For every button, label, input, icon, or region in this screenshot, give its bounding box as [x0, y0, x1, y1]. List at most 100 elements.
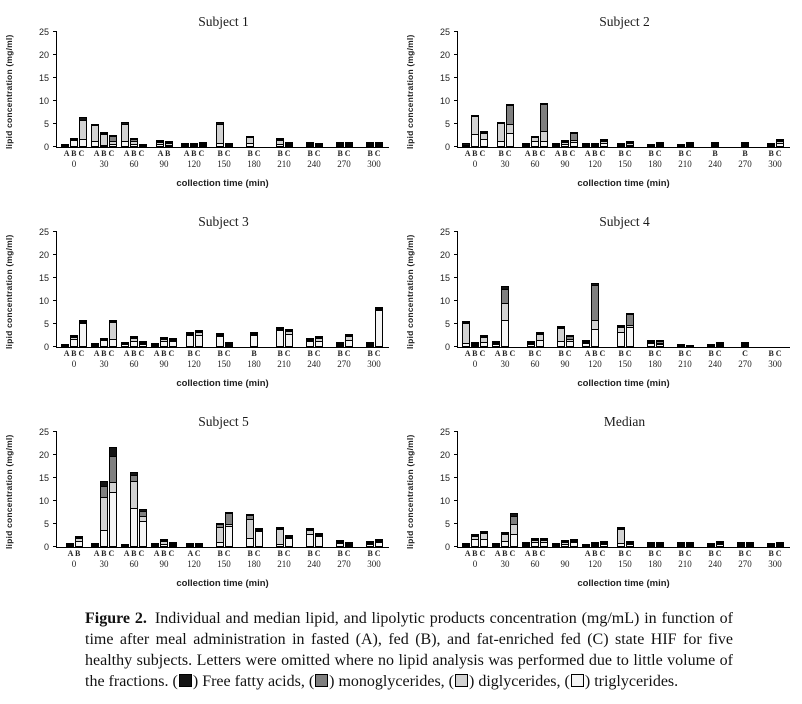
segment-tri — [582, 545, 590, 547]
state-letters: A B C — [183, 149, 205, 158]
segment-mono — [109, 455, 117, 484]
bar-cluster — [670, 142, 700, 147]
y-tick-mark — [454, 323, 458, 324]
segment-tri — [164, 144, 173, 147]
state-letters: A B C — [584, 349, 606, 358]
y-tick-mark — [53, 123, 57, 124]
stacked-bar-B — [531, 135, 539, 147]
chart-panel-subject-3: Subject 3 lipid concentration (mg/ml) 0 5… — [0, 200, 401, 400]
y-axis-label: lipid concentration (mg/ml) — [405, 234, 415, 349]
bar-cluster — [640, 541, 670, 547]
state-letters: B C — [307, 549, 321, 558]
stacked-bar-C — [685, 542, 694, 547]
y-tick-mark — [53, 477, 57, 478]
segment-tri — [775, 143, 784, 147]
stacked-bar-B — [160, 337, 168, 347]
bar-cluster — [460, 115, 490, 147]
segment-tri — [275, 543, 284, 547]
stacked-bar-C — [600, 138, 608, 147]
state-letters: A B C — [464, 549, 486, 558]
bar-cluster — [760, 138, 790, 147]
segment-tri — [160, 341, 168, 347]
chart-panel-subject-5: Subject 5 lipid concentration (mg/ml) 0 5… — [0, 400, 401, 600]
y-axis-label: lipid concentration (mg/ml) — [4, 434, 14, 549]
segment-tri — [766, 545, 775, 547]
segment-di — [121, 123, 129, 142]
stacked-bar-A — [61, 344, 69, 347]
segment-tri — [155, 143, 164, 147]
bar-cluster — [610, 141, 640, 147]
segment-tri — [625, 544, 634, 547]
segment-tri — [480, 342, 488, 347]
state-letters: B C — [247, 549, 261, 558]
time-group-270: B C 270 — [329, 432, 359, 569]
segment-tri — [335, 344, 344, 347]
y-tick-mark — [454, 77, 458, 78]
segment-tri — [496, 141, 505, 147]
state-letters: B C — [678, 549, 692, 558]
state-letters: B C — [277, 549, 291, 558]
time-label: 60 — [129, 159, 139, 169]
segment-tri — [531, 542, 539, 547]
stacked-bar-C — [224, 342, 233, 347]
stacked-bar-B — [305, 141, 314, 147]
segment-tri — [462, 343, 470, 347]
state-letters: A B C — [584, 549, 606, 558]
segment-tri — [374, 542, 383, 547]
state-letters: A B — [157, 149, 171, 158]
time-label: 180 — [648, 559, 662, 569]
time-label: 120 — [588, 559, 602, 569]
time-group-240: B C 240 — [299, 432, 329, 569]
stacked-bar-A — [185, 543, 194, 547]
segment-tri — [139, 145, 147, 147]
segment-tri — [685, 545, 694, 547]
bar-cluster — [490, 513, 520, 547]
segment-tri — [480, 139, 488, 147]
time-label: 60 — [530, 359, 540, 369]
state-letters: B — [712, 149, 718, 158]
stacked-bar-B — [130, 138, 138, 147]
y-tick-mark — [53, 346, 57, 347]
figure-caption: Figure 2. Individual and median lipid, an… — [85, 608, 733, 692]
time-label: 30 — [500, 559, 510, 569]
segment-tri — [582, 145, 590, 147]
segment-tri — [570, 142, 578, 147]
segment-tri — [215, 541, 224, 547]
segment-mono — [591, 284, 599, 322]
segment-tri — [374, 145, 383, 147]
chart-panel-subject-1: Subject 1 lipid concentration (mg/ml) 0 5… — [0, 0, 401, 200]
chart-title: Subject 5 — [198, 414, 249, 429]
time-group-210: B C 210 — [269, 32, 299, 169]
stacked-bar-B — [245, 514, 254, 547]
stacked-bar-B — [646, 542, 655, 547]
stacked-bar-C — [139, 341, 147, 347]
segment-tri — [344, 544, 353, 547]
stacked-bar-B — [616, 143, 625, 147]
stacked-bar-A — [462, 543, 470, 547]
segment-tri — [600, 143, 608, 147]
y-tick-mark — [53, 546, 57, 547]
time-label: 240 — [307, 359, 321, 369]
bar-cluster — [209, 511, 239, 547]
time-label: 240 — [708, 359, 722, 369]
stacked-bar-C — [655, 142, 664, 147]
x-axis-label: collection time (min) — [577, 178, 670, 189]
bar-cluster — [119, 471, 149, 547]
segment-tri — [471, 538, 479, 547]
stacked-bar-A — [522, 143, 530, 147]
time-group-210: B C 210 — [670, 432, 700, 569]
y-tick-label: 5 — [444, 119, 450, 129]
stacked-bar-B — [501, 286, 509, 347]
segment-tri — [531, 141, 539, 147]
y-tick-label: 20 — [38, 250, 49, 260]
stacked-bar-C — [685, 142, 694, 147]
bar-cluster — [460, 530, 490, 547]
time-group-270: B 270 — [730, 32, 760, 169]
bar-cluster — [700, 541, 730, 547]
segment-tri — [190, 145, 198, 147]
bar-cluster — [730, 142, 760, 147]
segment-tri — [314, 535, 323, 547]
